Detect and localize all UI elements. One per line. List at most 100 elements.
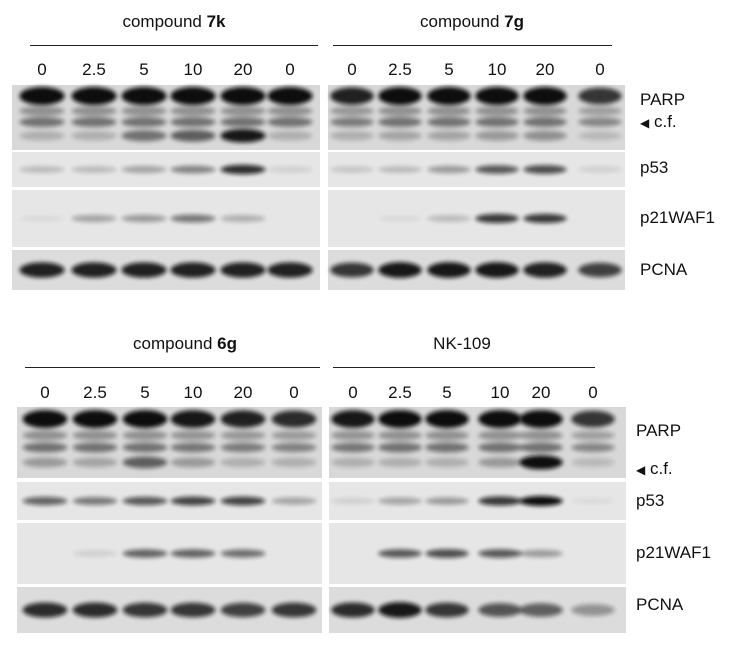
band [72,442,118,453]
band [523,130,567,141]
band [22,430,68,441]
lane-label: 20 [233,60,253,79]
band [72,410,118,429]
lane-label: 0 [40,383,50,402]
band [220,442,266,453]
lane-label: 0 [595,60,605,79]
band [331,457,375,468]
band [578,166,622,173]
lane-label: 0 [37,60,47,79]
lane-label: 2.5 [82,60,106,79]
band [271,442,317,453]
band [22,442,68,453]
band [121,262,167,278]
row-label-parp: PARP [636,421,682,440]
band [220,549,266,558]
band [427,262,471,278]
membrane [17,587,322,633]
band [122,456,168,469]
band [378,430,422,441]
band [71,130,117,141]
band [19,166,65,173]
lane-label: 10 [487,60,507,79]
membrane [329,523,626,584]
band [425,457,469,468]
band [578,131,622,141]
band [170,430,216,441]
lane-label: 5 [444,60,454,79]
band [378,497,422,505]
band [519,410,563,429]
band [170,496,216,506]
lane-label: 0 [289,383,299,402]
blot-pcna-7g [328,250,625,290]
membrane [17,482,322,520]
blot-p21waf1-7g [328,190,625,247]
band [271,602,317,618]
band [22,602,68,618]
lane-label: 2.5 [83,383,107,402]
band [330,106,374,116]
band [330,166,374,173]
band [170,549,216,558]
band [71,262,117,278]
band [519,430,563,441]
band [378,442,422,453]
band [523,106,567,116]
band [330,117,374,127]
band [19,130,65,141]
band [427,117,471,128]
band [170,106,216,116]
band [425,549,469,558]
panel-title-6g: compound 6g [133,334,237,353]
band [19,262,65,278]
band [523,213,567,224]
band [519,442,563,453]
band [170,117,216,128]
band [71,214,117,223]
band [478,457,522,468]
band [170,410,216,428]
band [425,430,469,441]
lane-label: 10 [183,60,203,79]
band [378,117,422,128]
band [267,87,313,106]
band [170,602,216,618]
band [72,457,118,468]
arrowhead-icon: ◀ [636,463,646,477]
band [271,410,317,428]
lane-label: 20 [233,383,253,402]
band [71,166,117,173]
band [475,106,519,116]
blot-p21waf1-nk109 [329,523,626,584]
band [331,602,375,618]
band [425,442,469,453]
lane-label: 10 [183,383,203,402]
band [121,87,167,106]
band [71,117,117,128]
panel-title-nk109: NK-109 [433,334,491,353]
membrane [17,523,322,584]
blot-p21waf1-7k [12,190,320,247]
band [170,129,216,142]
blot-parp-6g [17,407,322,478]
band [523,262,567,278]
membrane [17,407,322,478]
band [170,457,216,468]
band [331,410,375,428]
band [478,442,522,453]
band [72,497,118,505]
band [378,106,422,116]
band [267,130,313,141]
row-label-p21: p21WAF1 [636,543,711,562]
band [578,106,622,116]
band [220,128,266,143]
band [220,215,266,222]
blot-pcna-nk109 [329,587,626,633]
band [220,164,266,175]
band [121,130,167,142]
band [170,262,216,278]
band [220,410,266,428]
band [122,549,168,558]
band [427,165,471,174]
